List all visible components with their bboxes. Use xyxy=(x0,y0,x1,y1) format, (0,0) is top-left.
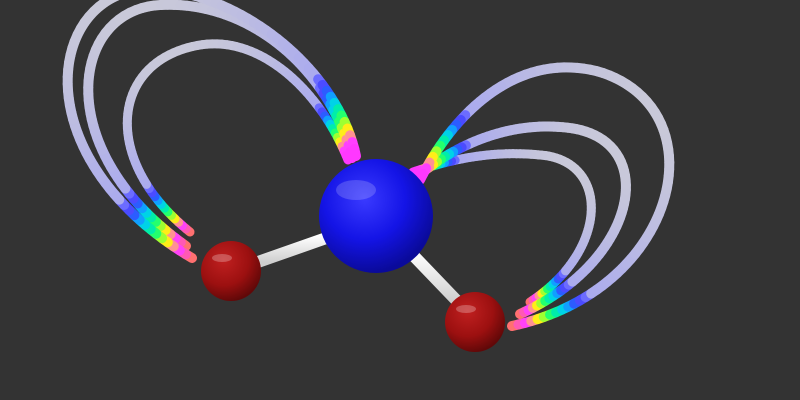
field-loop-segment xyxy=(415,169,429,185)
terminal-atom-right xyxy=(445,292,505,352)
bonds xyxy=(252,230,464,308)
field-loop-segment xyxy=(349,143,361,161)
field-loop-segment xyxy=(408,166,421,177)
atoms xyxy=(201,159,505,352)
atom-highlight xyxy=(456,305,476,313)
atom-highlight xyxy=(336,180,376,200)
bond-left xyxy=(252,230,338,268)
atom-highlight xyxy=(212,254,232,262)
bond-right xyxy=(404,246,464,308)
terminal-atom-left xyxy=(201,241,261,301)
central-atom xyxy=(319,159,433,273)
field-loops xyxy=(62,0,675,331)
